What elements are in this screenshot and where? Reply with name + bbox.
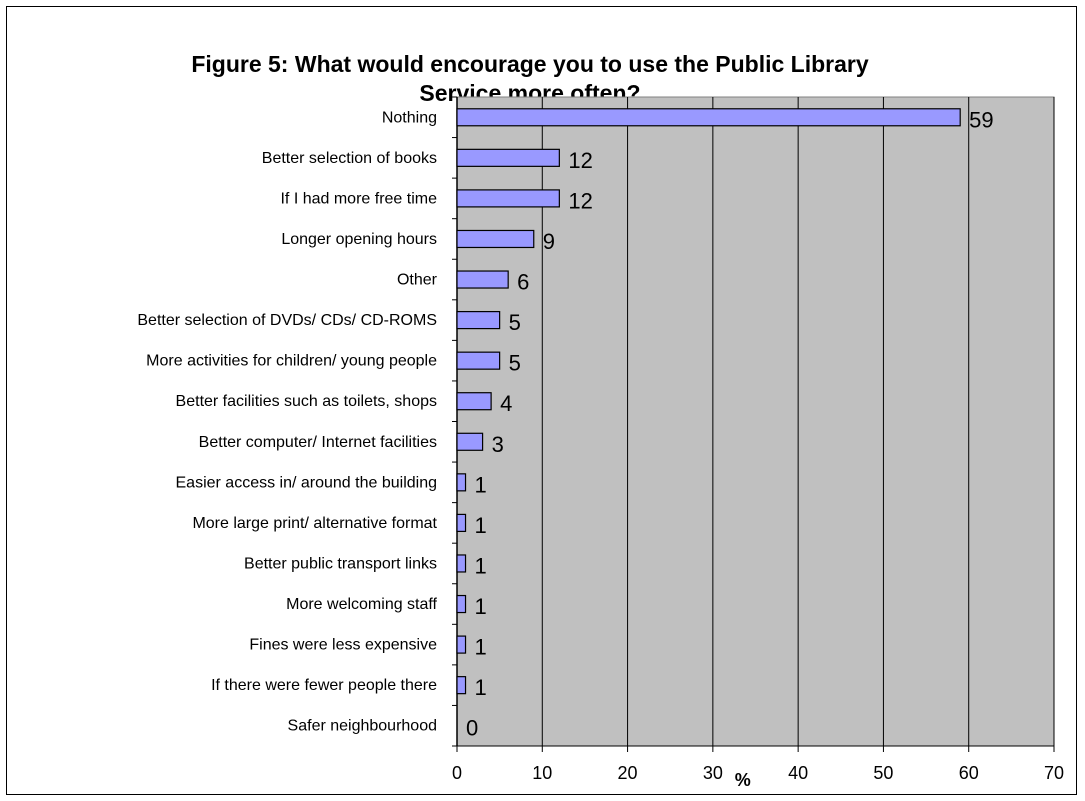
value-label-0: 59 xyxy=(969,107,993,132)
x-axis-title: % xyxy=(735,770,751,790)
bar-0 xyxy=(456,108,961,127)
bar-4 xyxy=(456,270,509,289)
category-label-8: Better computer/ Internet facilities xyxy=(199,434,437,451)
category-label-15: Safer neighbourhood xyxy=(288,718,437,735)
bar-3 xyxy=(456,229,535,249)
x-tick-label-10: 10 xyxy=(532,763,552,783)
category-label-2: If I had more free time xyxy=(280,190,437,207)
category-label-13: Fines were less expensive xyxy=(249,637,437,654)
category-label-7: Better facilities such as toilets, shops xyxy=(176,393,437,410)
value-label-9: 1 xyxy=(475,472,487,497)
value-label-10: 1 xyxy=(475,513,487,538)
bar-13 xyxy=(456,635,467,654)
category-label-4: Other xyxy=(397,272,438,289)
value-label-8: 3 xyxy=(492,432,504,457)
bar-7 xyxy=(456,392,492,411)
value-label-13: 1 xyxy=(475,635,487,660)
bar-14 xyxy=(456,676,467,695)
value-label-11: 1 xyxy=(475,553,487,578)
value-label-4: 6 xyxy=(517,270,529,295)
value-label-12: 1 xyxy=(475,594,487,619)
category-label-9: Easier access in/ around the building xyxy=(176,474,438,491)
bar-5 xyxy=(456,310,501,330)
value-label-1: 12 xyxy=(568,148,592,173)
x-tick-label-30: 30 xyxy=(703,763,723,783)
bar-11 xyxy=(456,554,467,573)
plot-area xyxy=(452,96,1055,752)
bar-2 xyxy=(456,189,560,208)
x-tick-label-40: 40 xyxy=(788,763,808,783)
category-label-14: If there were fewer people there xyxy=(211,677,437,694)
value-label-2: 12 xyxy=(568,188,592,213)
value-label-6: 5 xyxy=(509,351,521,376)
chart-title-line-1: Figure 5: What would encourage you to us… xyxy=(191,51,869,77)
bar-1 xyxy=(456,148,560,167)
bar-6 xyxy=(456,351,501,370)
category-label-5: Better selection of DVDs/ CDs/ CD-ROMS xyxy=(137,312,437,329)
value-label-3: 9 xyxy=(543,229,555,254)
value-label-14: 1 xyxy=(475,675,487,700)
value-label-7: 4 xyxy=(500,391,512,416)
bars xyxy=(456,108,961,695)
bar-10 xyxy=(456,513,467,533)
x-tick-label-50: 50 xyxy=(873,763,893,783)
category-label-1: Better selection of books xyxy=(262,150,437,167)
bar-9 xyxy=(456,473,467,492)
x-tick-label-20: 20 xyxy=(618,763,638,783)
value-label-5: 5 xyxy=(509,310,521,335)
category-label-3: Longer opening hours xyxy=(281,231,437,248)
x-tick-label-70: 70 xyxy=(1044,763,1064,783)
category-label-10: More large print/ alternative format xyxy=(192,515,437,532)
bar-8 xyxy=(456,432,484,451)
x-tick-label-0: 0 xyxy=(452,763,462,783)
category-label-12: More welcoming staff xyxy=(286,596,437,613)
x-tick-label-60: 60 xyxy=(959,763,979,783)
category-label-11: Better public transport links xyxy=(244,555,437,572)
bar-12 xyxy=(456,594,467,614)
value-label-15: 0 xyxy=(466,716,478,741)
category-label-6: More activities for children/ young peop… xyxy=(146,353,437,370)
category-label-0: Nothing xyxy=(382,109,437,126)
